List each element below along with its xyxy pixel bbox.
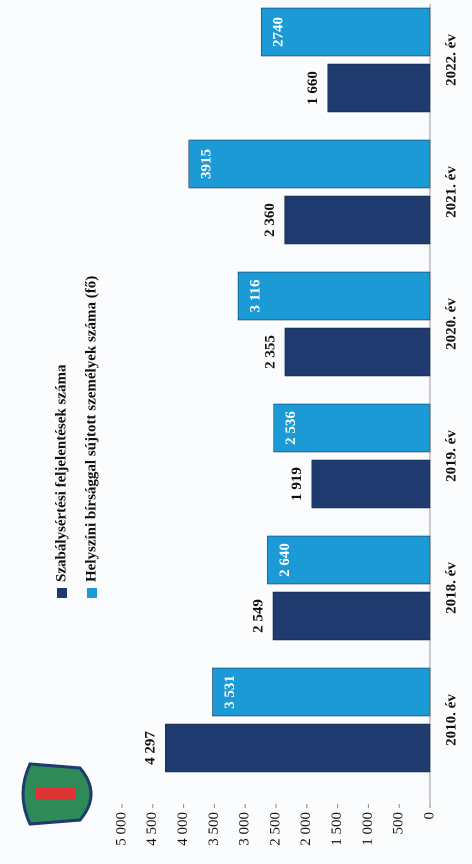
- value-label: 2 360: [262, 203, 278, 237]
- bar: [260, 7, 431, 57]
- bar: [284, 195, 431, 245]
- bar: [267, 535, 431, 585]
- x-tick-label: 2021. év: [443, 166, 459, 218]
- bar: [273, 403, 431, 453]
- y-tick-label: 2 000: [298, 812, 314, 846]
- legend-swatch: [57, 588, 67, 598]
- bar: [327, 63, 431, 113]
- bar: [284, 327, 431, 377]
- legend-swatch: [87, 588, 97, 598]
- rotated-chart: 0 500 1 000 1 500 2 000 2 500 3 000 3 500 4 000 4…: [21, 4, 459, 846]
- bar: [165, 723, 431, 773]
- value-label: 2 640: [277, 543, 293, 577]
- x-tick-label: 2019. év: [443, 430, 459, 482]
- y-tick-label: 500: [391, 812, 407, 835]
- legend-label: Helyszíni bírsággal sújtott személyek sz…: [83, 276, 99, 582]
- x-tick-label: 2010. év: [443, 694, 459, 746]
- y-tick-label: 4 000: [175, 812, 191, 846]
- y-tick-label: 3 500: [206, 812, 222, 846]
- bar: [237, 271, 431, 321]
- value-label: 2740: [271, 17, 287, 47]
- bar: [311, 459, 431, 509]
- y-tick-label: 1 500: [329, 812, 345, 846]
- y-tick-label: 4 500: [144, 812, 160, 846]
- y-tick-label: 2 500: [267, 812, 283, 846]
- y-tick-label: 3 000: [237, 812, 253, 846]
- x-tick-label: 2018. év: [443, 562, 459, 614]
- value-label: 2 549: [250, 599, 266, 633]
- logo-stripe: [36, 788, 76, 800]
- value-label: 1 919: [289, 467, 305, 501]
- legend-label: Szabálysértési feljelentések száma: [53, 364, 69, 582]
- x-tick-label: 2022. év: [443, 34, 459, 86]
- y-tick-label: 5 000: [113, 812, 129, 846]
- bar: [188, 139, 431, 189]
- value-label: 2 355: [262, 335, 278, 369]
- logo: [21, 762, 93, 826]
- value-label: 2 536: [283, 411, 299, 445]
- value-label: 3915: [198, 149, 214, 179]
- y-tick-label: 0: [421, 812, 437, 820]
- value-label: 3 116: [247, 279, 263, 312]
- y-tick-label: 1 000: [360, 812, 376, 846]
- x-tick-label: 2020. év: [443, 298, 459, 350]
- value-label: 1 660: [305, 71, 321, 105]
- bar: [212, 667, 431, 717]
- value-label: 3 531: [222, 675, 238, 709]
- bar: [272, 591, 431, 641]
- value-label: 4 297: [143, 731, 159, 765]
